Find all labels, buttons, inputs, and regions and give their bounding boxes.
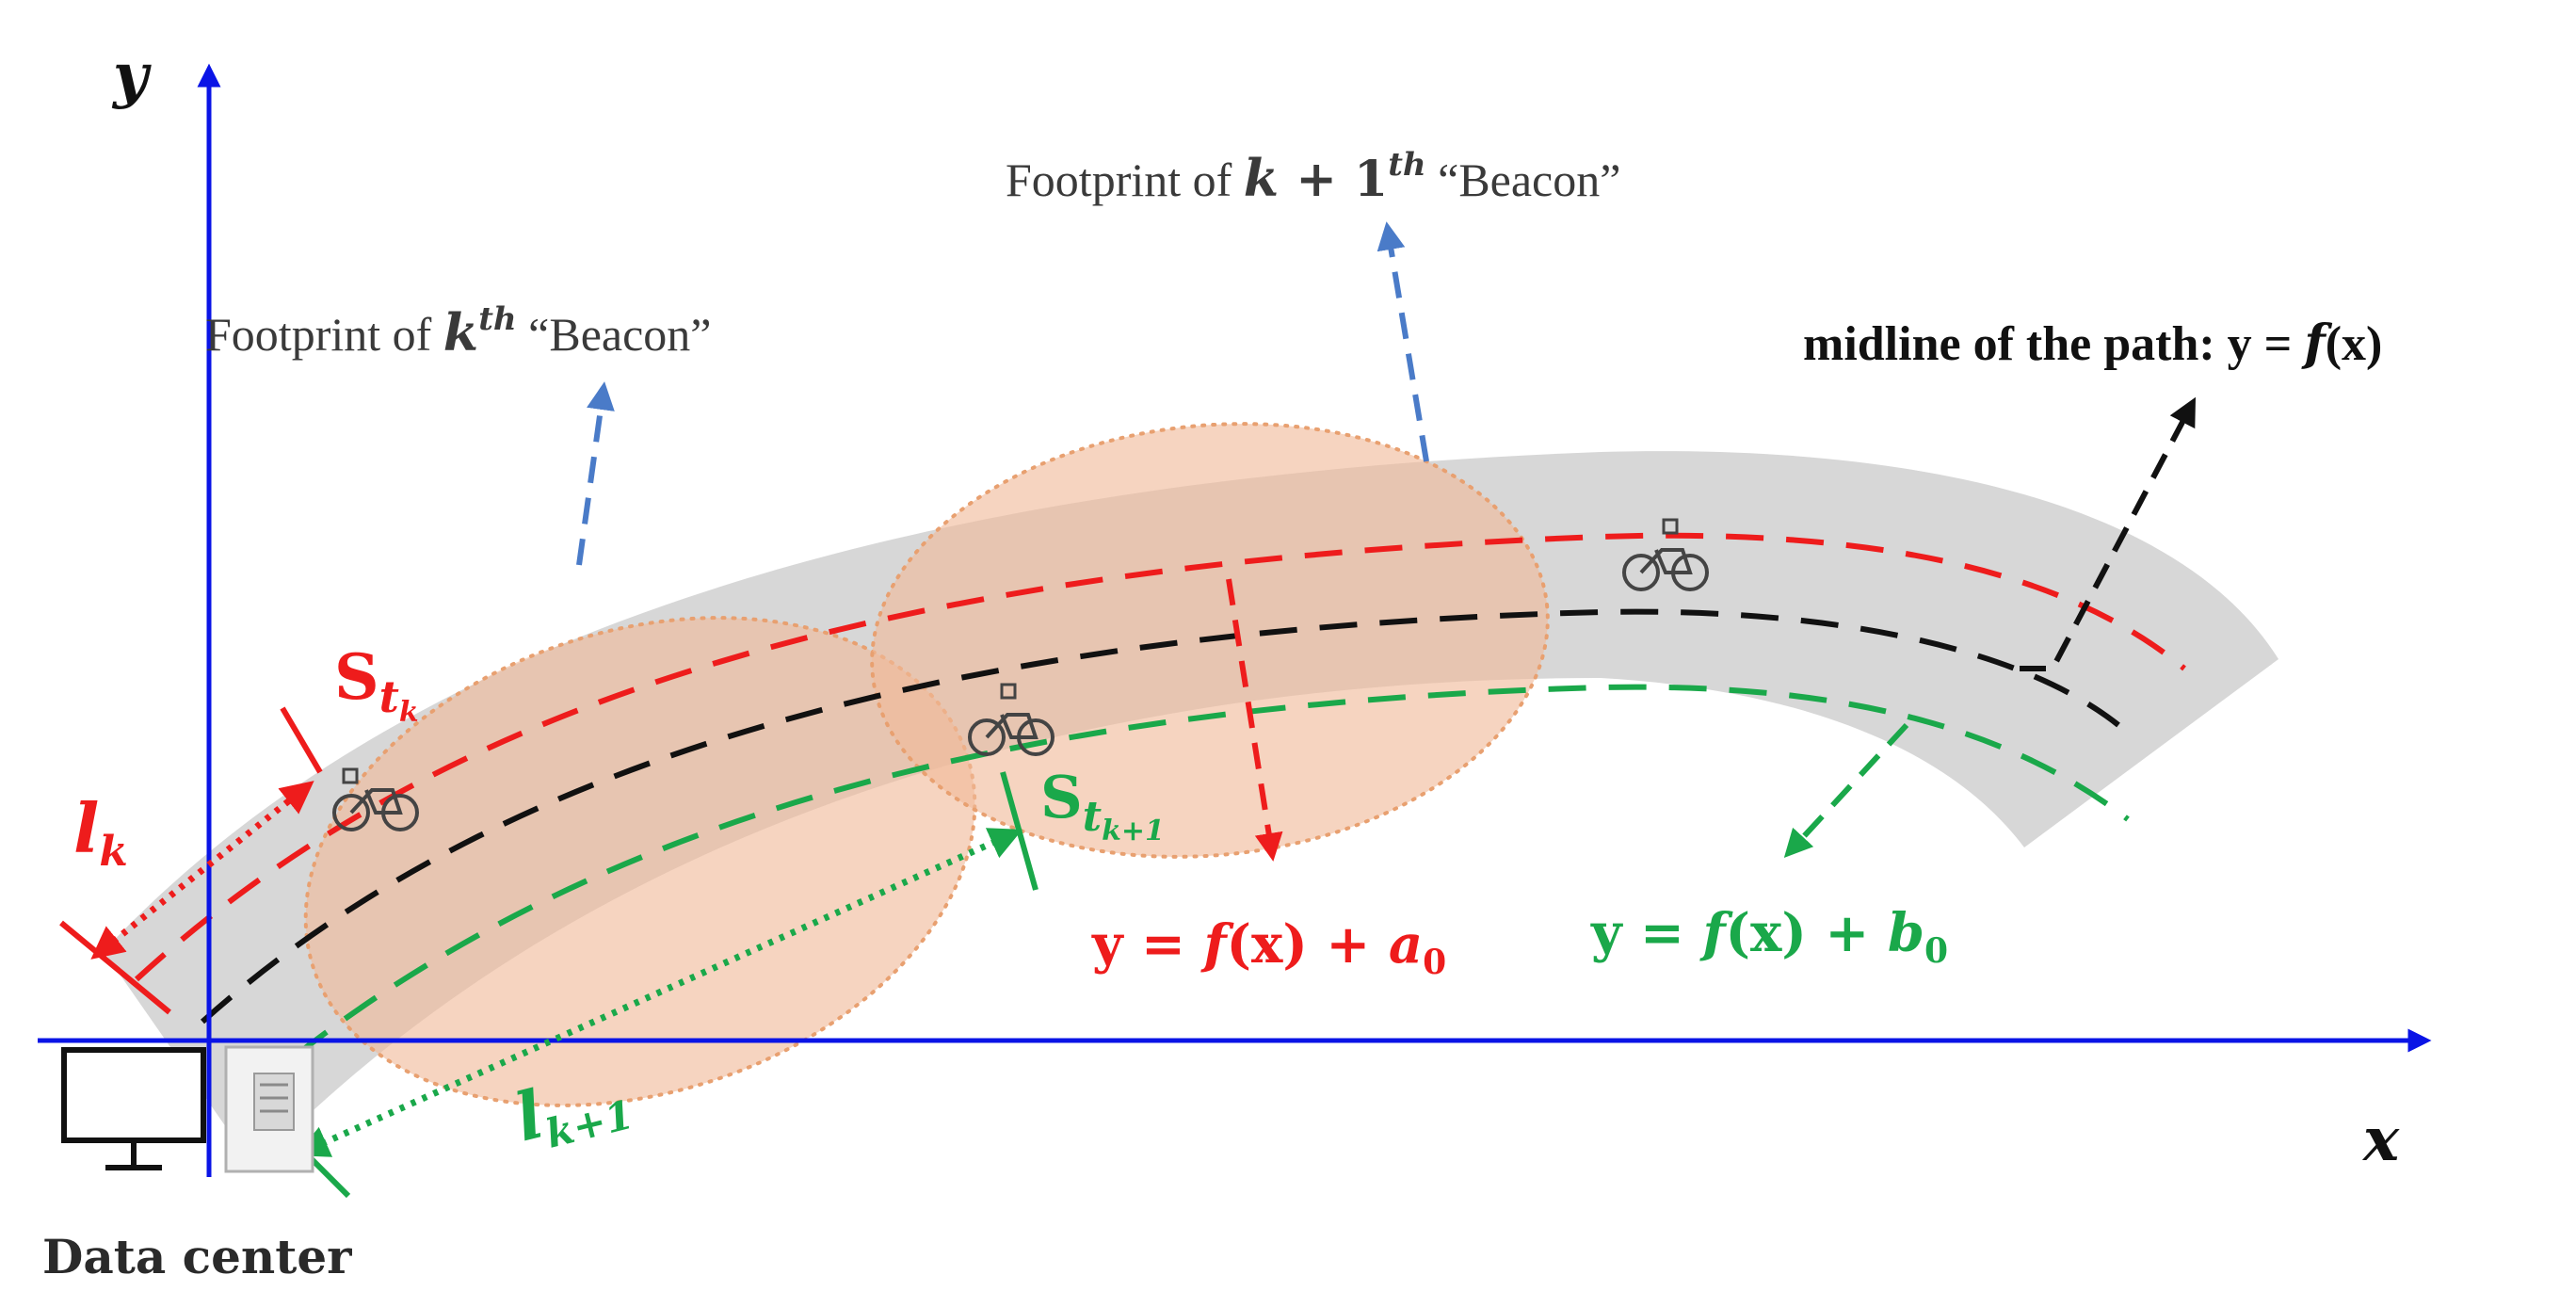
l-k-tick [59,920,171,1015]
s-tk-label: Stk [334,640,419,729]
x-axis-label: x [2361,1105,2400,1175]
server-icon [224,1045,314,1173]
beacon-k-label: Footprint of kth “Beacon” [205,300,711,363]
bike-icon [332,767,419,831]
beacon-k1-label: Footprint of k + 1th “Beacon” [1006,146,1620,208]
midline-label: midline of the path: y = f(x) [1803,315,2382,372]
l-k-arrow [90,781,314,960]
eq-green-arrow [1783,722,1909,859]
l-k1-arrow [296,828,1022,1157]
bike-icon [968,683,1055,756]
y-axis-label: y [111,40,152,111]
beacon-k1-arrow [1377,221,1429,462]
s-tk1-label: Stk+1 [1040,763,1165,847]
eq-red-label: y = f(x) + a0 [1091,913,1446,982]
lane-green [295,684,2130,1057]
midline-path [201,608,2120,1025]
bike-icon [1622,518,1709,591]
monitor-icon [61,1047,206,1170]
beacon-k-arrow [576,381,615,566]
l-k-label: lk [73,788,128,876]
eq-red-arrow [1226,578,1283,862]
s-tk-tick [280,706,323,774]
eq-green-label: y = f(x) + b0 [1590,902,1948,971]
midline-arrow [2020,396,2196,671]
data-center-label: Data center [42,1229,352,1284]
